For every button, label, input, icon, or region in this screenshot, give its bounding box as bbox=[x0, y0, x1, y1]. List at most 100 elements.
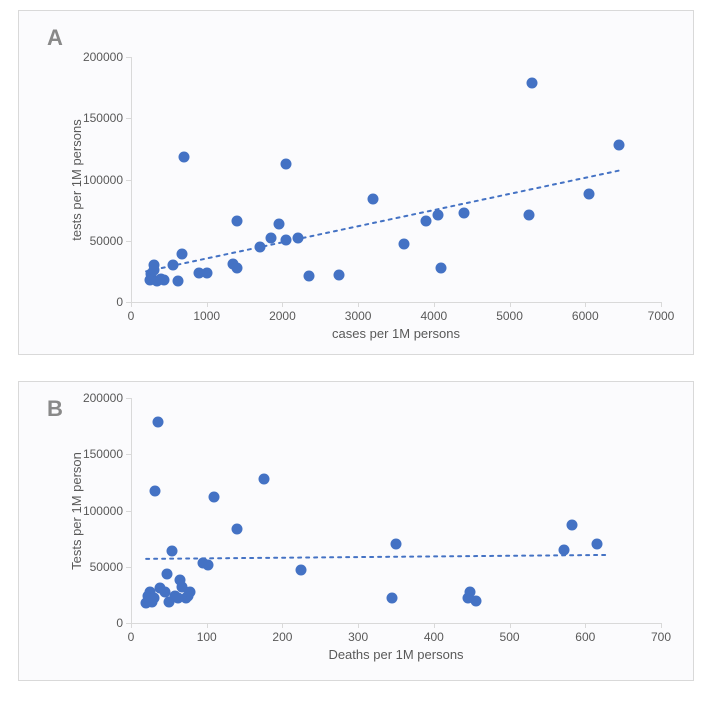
y-tick bbox=[126, 567, 131, 568]
x-tick bbox=[358, 302, 359, 307]
y-tick-label: 0 bbox=[71, 616, 123, 630]
data-point bbox=[172, 276, 183, 287]
x-axis-line bbox=[131, 302, 661, 303]
y-axis-label: Tests per 1M person bbox=[69, 452, 84, 570]
data-point bbox=[167, 260, 178, 271]
panel-a-label: A bbox=[47, 25, 63, 51]
x-tick bbox=[131, 302, 132, 307]
y-tick bbox=[126, 302, 131, 303]
chart-b-plot: 0100200300400500600700050000100000150000… bbox=[131, 398, 661, 623]
y-tick bbox=[126, 118, 131, 119]
x-tick-label: 0 bbox=[128, 630, 135, 644]
data-point bbox=[152, 416, 163, 427]
data-point bbox=[148, 593, 159, 604]
trendline bbox=[131, 398, 661, 623]
data-point bbox=[436, 262, 447, 273]
data-point bbox=[177, 249, 188, 260]
data-point bbox=[281, 158, 292, 169]
data-point bbox=[232, 216, 243, 227]
data-point bbox=[232, 262, 243, 273]
y-tick bbox=[126, 398, 131, 399]
x-tick-label: 5000 bbox=[496, 309, 523, 323]
data-point bbox=[614, 140, 625, 151]
data-point bbox=[201, 267, 212, 278]
chart-a-plot: 0100020003000400050006000700005000010000… bbox=[131, 57, 661, 302]
x-tick-label: 100 bbox=[197, 630, 217, 644]
data-point bbox=[150, 486, 161, 497]
y-tick bbox=[126, 180, 131, 181]
y-tick-label: 200000 bbox=[71, 391, 123, 405]
data-point bbox=[559, 544, 570, 555]
data-point bbox=[421, 216, 432, 227]
x-tick-label: 6000 bbox=[572, 309, 599, 323]
data-point bbox=[459, 207, 470, 218]
data-point bbox=[591, 539, 602, 550]
data-point bbox=[368, 194, 379, 205]
y-tick-label: 0 bbox=[71, 295, 123, 309]
x-tick bbox=[282, 623, 283, 628]
data-point bbox=[296, 565, 307, 576]
data-point bbox=[391, 539, 402, 550]
x-tick-label: 300 bbox=[348, 630, 368, 644]
data-point bbox=[470, 595, 481, 606]
x-tick-label: 1000 bbox=[193, 309, 220, 323]
data-point bbox=[527, 77, 538, 88]
data-point bbox=[258, 474, 269, 485]
x-tick-label: 4000 bbox=[420, 309, 447, 323]
y-tick bbox=[126, 57, 131, 58]
figure-container: A 01000200030004000500060007000050000100… bbox=[0, 0, 712, 707]
data-point bbox=[179, 152, 190, 163]
data-point bbox=[566, 520, 577, 531]
panel-b-label: B bbox=[47, 396, 63, 422]
x-tick-label: 200 bbox=[272, 630, 292, 644]
x-axis-line bbox=[131, 623, 661, 624]
x-tick bbox=[661, 623, 662, 628]
x-tick-label: 2000 bbox=[269, 309, 296, 323]
y-tick bbox=[126, 454, 131, 455]
x-tick bbox=[358, 623, 359, 628]
x-axis-label: Deaths per 1M persons bbox=[328, 647, 463, 662]
data-point bbox=[303, 271, 314, 282]
y-axis-label: tests per 1M persons bbox=[69, 119, 84, 240]
y-tick-label: 200000 bbox=[71, 50, 123, 64]
data-point bbox=[161, 568, 172, 579]
y-axis-line bbox=[131, 57, 132, 302]
x-tick bbox=[661, 302, 662, 307]
data-point bbox=[584, 189, 595, 200]
y-tick bbox=[126, 623, 131, 624]
y-axis-line bbox=[131, 398, 132, 623]
x-tick-label: 500 bbox=[500, 630, 520, 644]
y-tick bbox=[126, 511, 131, 512]
data-point bbox=[334, 270, 345, 281]
x-tick-label: 7000 bbox=[648, 309, 675, 323]
x-tick bbox=[585, 302, 586, 307]
x-tick bbox=[585, 623, 586, 628]
x-tick bbox=[207, 302, 208, 307]
data-point bbox=[432, 210, 443, 221]
data-point bbox=[158, 274, 169, 285]
data-point bbox=[185, 586, 196, 597]
x-tick-label: 0 bbox=[128, 309, 135, 323]
chart-a-panel: A 01000200030004000500060007000050000100… bbox=[18, 10, 694, 355]
x-tick bbox=[434, 302, 435, 307]
x-tick-label: 600 bbox=[575, 630, 595, 644]
x-tick-label: 700 bbox=[651, 630, 671, 644]
x-tick bbox=[510, 302, 511, 307]
data-point bbox=[166, 546, 177, 557]
x-tick bbox=[282, 302, 283, 307]
x-tick bbox=[434, 623, 435, 628]
x-tick bbox=[207, 623, 208, 628]
data-point bbox=[232, 523, 243, 534]
trendline bbox=[131, 57, 661, 302]
data-point bbox=[398, 239, 409, 250]
data-point bbox=[203, 559, 214, 570]
x-tick bbox=[131, 623, 132, 628]
x-tick-label: 400 bbox=[424, 630, 444, 644]
data-point bbox=[273, 218, 284, 229]
x-tick-label: 3000 bbox=[345, 309, 372, 323]
chart-b-panel: B 01002003004005006007000500001000001500… bbox=[18, 381, 694, 681]
y-tick bbox=[126, 241, 131, 242]
data-point bbox=[387, 593, 398, 604]
data-point bbox=[266, 233, 277, 244]
data-point bbox=[292, 233, 303, 244]
